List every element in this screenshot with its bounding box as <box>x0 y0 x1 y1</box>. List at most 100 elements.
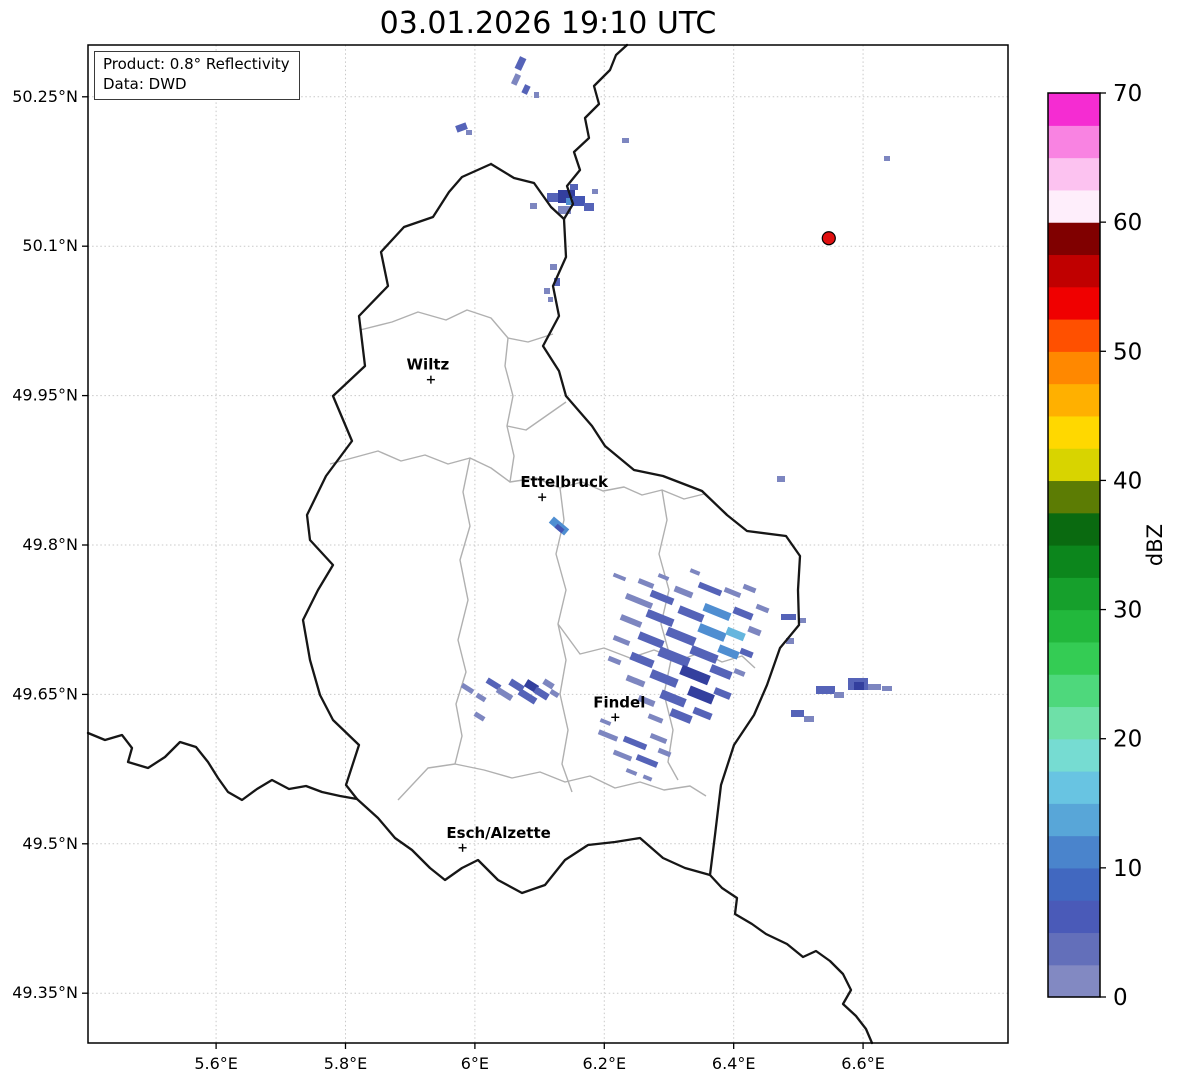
x-axis-tick-label: 6.6°E <box>841 1054 885 1073</box>
radar-echo-cell <box>725 626 746 642</box>
luxembourg-border <box>301 162 802 895</box>
city-label: Findel <box>593 693 645 711</box>
radar-echo-cell <box>584 203 594 211</box>
y-axis-tick-label: 50.1°N <box>22 236 78 255</box>
x-axis-tick-label: 5.8°E <box>324 1054 368 1073</box>
radar-echo-cell <box>649 669 679 688</box>
y-axis-tick-label: 49.5°N <box>22 834 78 853</box>
radar-echo-cell <box>834 692 844 698</box>
radar-echo-cell <box>510 73 522 86</box>
radar-echo-cell <box>544 288 550 294</box>
colorbar-band <box>1048 609 1100 643</box>
y-axis-tick-label: 49.95°N <box>12 386 78 405</box>
colorbar-band <box>1048 900 1100 934</box>
colorbar-band <box>1048 415 1100 449</box>
colorbar-band <box>1048 706 1100 740</box>
radar-site-dot <box>821 231 836 246</box>
radar-echo-cell <box>624 592 654 610</box>
radar-echo-cell <box>687 685 715 705</box>
colorbar-tick-label: 70 <box>1113 81 1142 107</box>
district-border <box>397 763 707 801</box>
radar-echo-cell <box>533 686 550 701</box>
y-axis-tick-label: 49.35°N <box>12 983 78 1002</box>
radar-echo-cell <box>592 189 598 194</box>
radar-echo-cell <box>597 729 619 742</box>
y-axis-tick-label: 49.8°N <box>22 535 78 554</box>
radar-echo-cell <box>485 677 502 691</box>
colorbar-band <box>1048 964 1100 998</box>
radar-echo-cell <box>692 706 713 721</box>
district-borders <box>329 309 756 801</box>
radar-echo-cell <box>868 684 881 690</box>
figure-title: 03.01.2026 19:10 UTC <box>379 6 717 41</box>
radar-echo-cell <box>798 618 806 623</box>
colorbar-band <box>1048 448 1100 482</box>
district-border <box>504 337 515 483</box>
radar-echo-cell <box>570 184 578 190</box>
x-axis-tick-label: 6°E <box>461 1054 489 1073</box>
country-borders <box>86 43 874 1045</box>
radar-echo-cell <box>709 664 733 680</box>
radar-echo-cell <box>475 692 487 703</box>
radar-echo-cell <box>884 156 890 161</box>
radar-echo-cell <box>625 768 638 776</box>
radar-echo-cell <box>534 92 539 98</box>
radar-echo-cell <box>466 130 472 135</box>
radar-echo-cell <box>777 476 785 482</box>
radar-echo-cell <box>645 609 675 627</box>
radar-echo-cell <box>635 754 659 768</box>
radar-echo-cell <box>599 718 612 726</box>
radar-echo-cell <box>612 572 627 582</box>
radar-echo-cell <box>514 56 527 71</box>
radar-echo-cell <box>625 674 646 688</box>
radar-echo-cell <box>554 523 565 534</box>
radar-echo-cell <box>732 606 754 621</box>
radar-echo-cell <box>637 578 655 589</box>
colorbar-band <box>1048 480 1100 514</box>
radar-echo-cell <box>642 774 653 782</box>
radar-echo-cell <box>665 626 697 647</box>
radar-echo-cell <box>521 84 531 95</box>
radar-echo-cell <box>657 747 672 758</box>
colorbar-band <box>1048 932 1100 966</box>
data-source-line: Data: DWD <box>103 74 187 93</box>
colorbar-tick-label: 30 <box>1113 598 1142 624</box>
radar-echo-cell <box>816 686 835 694</box>
city-label: Esch/Alzette <box>446 824 550 842</box>
radar-echo-cell <box>804 716 814 722</box>
district-border <box>555 487 573 793</box>
radar-echo-cell <box>723 586 742 599</box>
radar-echo-cell <box>717 644 740 660</box>
radar-echo-cell <box>548 297 553 302</box>
radar-echo-cell <box>612 749 633 762</box>
colorbar-tick-label: 20 <box>1113 727 1142 753</box>
colorbar-band <box>1048 803 1100 837</box>
radar-echo-cell <box>697 623 727 642</box>
colorbar-band <box>1048 771 1100 804</box>
colorbar-band <box>1048 222 1100 256</box>
colorbar-band <box>1048 835 1100 869</box>
radar-echo-cell <box>495 686 514 702</box>
product-info-line: Product: 0.8° Reflectivity <box>103 55 290 73</box>
city-markers: Wiltz Ettelbruck Findel Esch/Alzette <box>407 356 645 852</box>
national-border <box>708 873 874 1045</box>
radar-echo-cell <box>755 603 770 614</box>
district-border <box>454 457 471 765</box>
radar-echo-cell <box>517 688 538 705</box>
colorbar-axis-label: dBZ <box>1143 524 1167 566</box>
plot-frame <box>87 44 1009 1044</box>
radar-echo-cell <box>530 203 537 209</box>
radar-echo-cell <box>622 138 629 143</box>
colorbar-band <box>1048 157 1100 191</box>
radar-echo-cell <box>508 678 525 693</box>
colorbar-tick-label: 40 <box>1113 468 1142 494</box>
radar-echo-cell <box>460 682 475 695</box>
radar-echo-cell <box>742 583 757 594</box>
radar-echo-cell <box>629 651 655 669</box>
radar-site-marker <box>821 231 836 246</box>
colorbar-band <box>1048 125 1100 159</box>
radar-echo-cell <box>739 647 754 659</box>
radar-echo-cell <box>702 603 732 621</box>
